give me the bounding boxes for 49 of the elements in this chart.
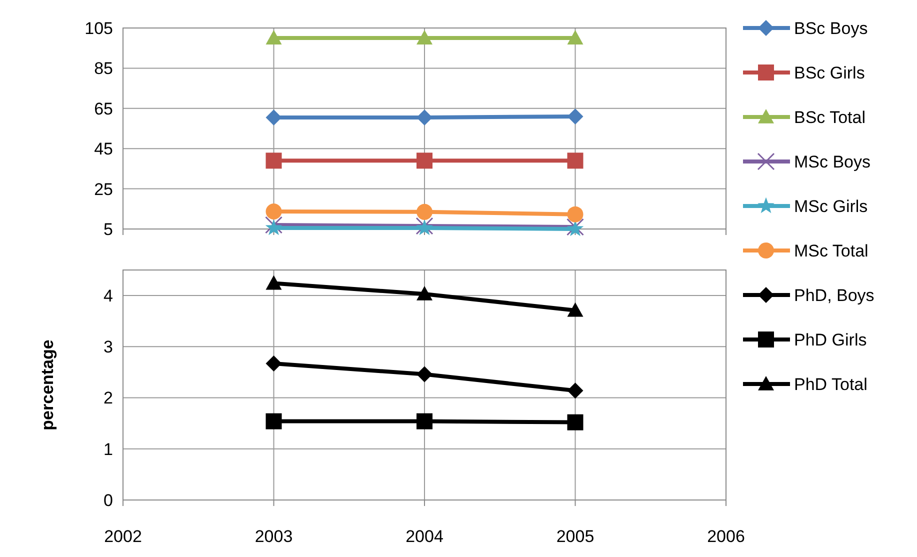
x-tick-label: 2002 <box>104 527 142 546</box>
legend-label: BSc Girls <box>794 63 865 82</box>
x-tick-label: 2005 <box>556 527 594 546</box>
legend-label: PhD Total <box>794 374 868 394</box>
legend-label: PhD Girls <box>794 330 867 350</box>
y-tick-label: 3 <box>104 338 113 357</box>
point <box>567 302 584 317</box>
point <box>266 109 282 126</box>
legend-label: MSc Total <box>794 241 868 260</box>
point <box>265 216 282 234</box>
point <box>266 275 282 290</box>
point <box>567 414 584 430</box>
point <box>567 108 584 124</box>
y-tick-label: 0 <box>104 490 113 510</box>
point <box>416 286 432 300</box>
point <box>567 30 584 44</box>
point <box>416 413 432 430</box>
legend-label: MSc Girls <box>794 196 868 216</box>
point <box>266 30 282 44</box>
point <box>416 109 432 126</box>
y-tick-label: 45 <box>94 140 113 159</box>
y-axis-title: percentage <box>38 340 57 430</box>
point <box>416 204 432 220</box>
x-tick-label: 2004 <box>406 527 444 546</box>
x-tick-label: 2003 <box>254 527 293 546</box>
y-tick-label: 1 <box>104 440 113 459</box>
point <box>416 152 432 169</box>
y-tick-label: 2 <box>104 388 113 408</box>
y-tick-label: 4 <box>104 286 113 306</box>
point <box>266 204 282 220</box>
point <box>266 356 282 372</box>
y-tick-label: 85 <box>94 59 113 78</box>
legend-label: MSc Boys <box>794 152 871 172</box>
point <box>567 152 584 169</box>
point <box>265 219 282 236</box>
legend-label: PhD, Boys <box>794 286 874 305</box>
point <box>416 366 432 382</box>
x-tick-label: 2006 <box>707 527 745 546</box>
point <box>266 152 282 169</box>
y-tick-label: 5 <box>104 220 113 239</box>
y-tick-label: 65 <box>94 99 113 118</box>
point <box>416 30 432 44</box>
point <box>266 413 282 430</box>
point <box>567 206 584 222</box>
legend-label: BSc Total <box>794 108 866 127</box>
legend-label: BSc Boys <box>794 18 868 38</box>
y-tick-label: 25 <box>94 180 113 199</box>
point <box>567 382 584 399</box>
y-tick-label: 105 <box>84 18 113 38</box>
